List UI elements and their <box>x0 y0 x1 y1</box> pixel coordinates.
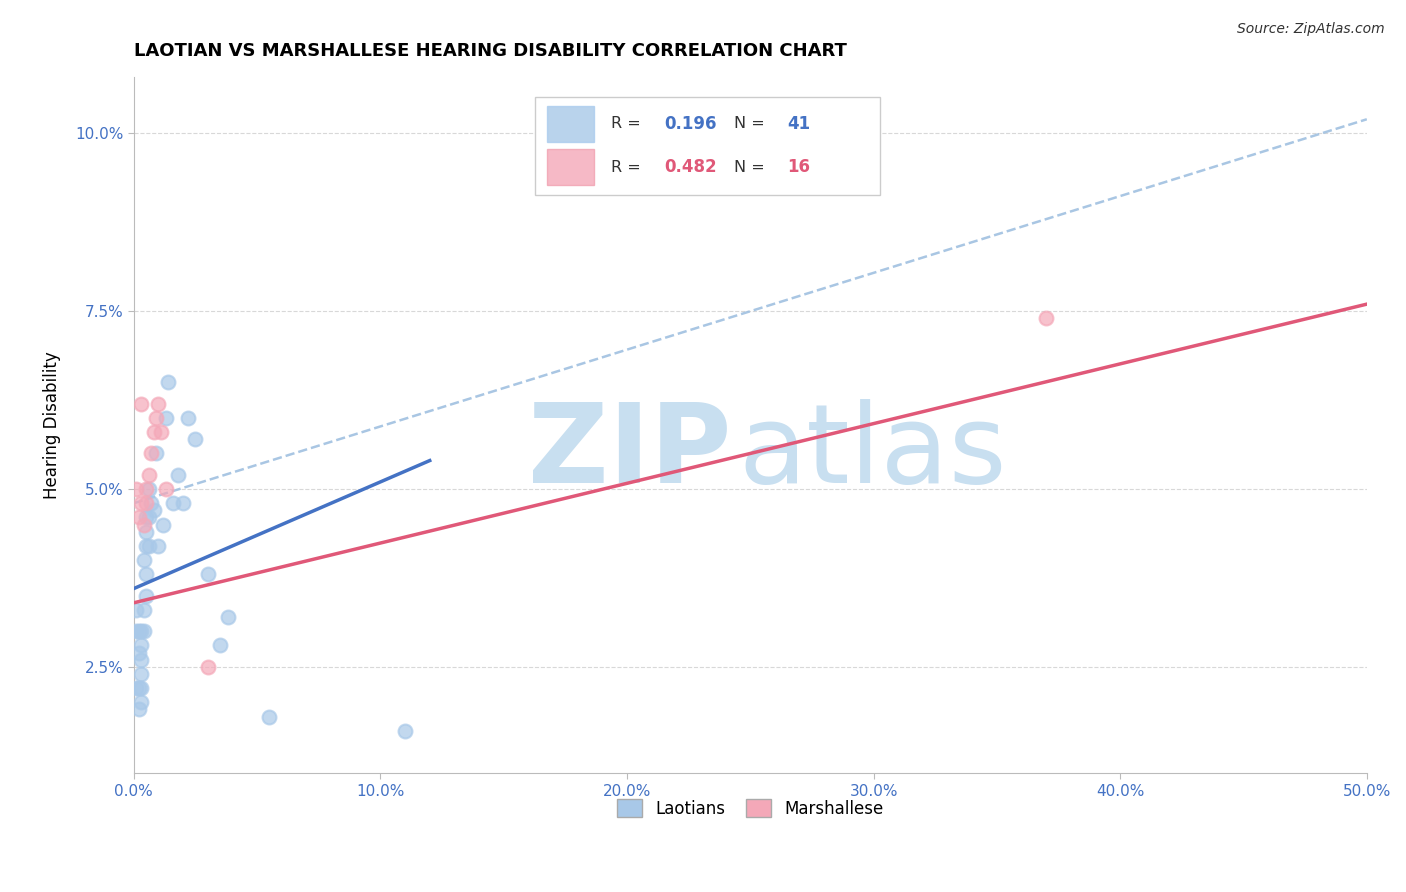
Point <box>138 539 160 553</box>
Text: R =: R = <box>612 117 645 131</box>
Y-axis label: Hearing Disability: Hearing Disability <box>44 351 60 499</box>
Point <box>128 646 150 660</box>
Point <box>1035 311 1057 326</box>
Point <box>129 681 152 695</box>
Point <box>145 446 167 460</box>
Point <box>172 496 194 510</box>
Point <box>148 397 170 411</box>
Point <box>145 411 167 425</box>
Point <box>135 482 157 496</box>
Text: R =: R = <box>612 160 645 175</box>
Point <box>209 639 232 653</box>
Point <box>138 467 160 482</box>
Point <box>155 482 177 496</box>
Point <box>139 496 162 510</box>
Point <box>138 510 160 524</box>
Point <box>129 639 152 653</box>
Point <box>135 510 157 524</box>
Point <box>135 524 157 539</box>
Text: 0.482: 0.482 <box>664 158 717 177</box>
Text: LAOTIAN VS MARSHALLESE HEARING DISABILITY CORRELATION CHART: LAOTIAN VS MARSHALLESE HEARING DISABILIT… <box>134 42 846 60</box>
Point <box>128 681 150 695</box>
Point <box>132 603 155 617</box>
Text: N =: N = <box>734 160 770 175</box>
Text: 16: 16 <box>787 158 810 177</box>
Point <box>129 653 152 667</box>
Point <box>128 702 150 716</box>
Point <box>162 496 184 510</box>
Point <box>142 503 165 517</box>
Point <box>135 496 157 510</box>
Point <box>177 411 200 425</box>
Point <box>129 624 152 639</box>
Text: atlas: atlas <box>738 400 1007 507</box>
Point <box>132 517 155 532</box>
Point <box>148 539 170 553</box>
Point <box>157 376 180 390</box>
Point <box>135 589 157 603</box>
Legend: Laotians, Marshallese: Laotians, Marshallese <box>610 793 890 824</box>
Point <box>184 432 207 446</box>
Text: Source: ZipAtlas.com: Source: ZipAtlas.com <box>1237 22 1385 37</box>
Point <box>197 567 219 582</box>
Point <box>197 660 219 674</box>
FancyBboxPatch shape <box>534 97 880 195</box>
Point <box>129 496 152 510</box>
Point <box>135 567 157 582</box>
Point <box>128 510 150 524</box>
Point <box>132 624 155 639</box>
Text: 41: 41 <box>787 115 810 133</box>
Point <box>149 425 172 439</box>
Point <box>125 603 148 617</box>
Point <box>129 695 152 709</box>
Point <box>129 666 152 681</box>
Point <box>135 539 157 553</box>
FancyBboxPatch shape <box>547 106 593 142</box>
Point <box>217 610 239 624</box>
Point <box>129 397 152 411</box>
Point <box>128 624 150 639</box>
Text: 0.196: 0.196 <box>664 115 717 133</box>
Point <box>125 624 148 639</box>
Point <box>142 425 165 439</box>
Point <box>125 681 148 695</box>
Text: N =: N = <box>734 117 770 131</box>
Text: ZIP: ZIP <box>529 400 731 507</box>
Point <box>132 553 155 567</box>
FancyBboxPatch shape <box>547 149 593 186</box>
Point <box>259 709 281 723</box>
Point <box>125 482 148 496</box>
Point <box>138 482 160 496</box>
Point <box>152 517 174 532</box>
Point <box>167 467 190 482</box>
Point <box>139 446 162 460</box>
Point <box>155 411 177 425</box>
Point <box>394 723 416 738</box>
